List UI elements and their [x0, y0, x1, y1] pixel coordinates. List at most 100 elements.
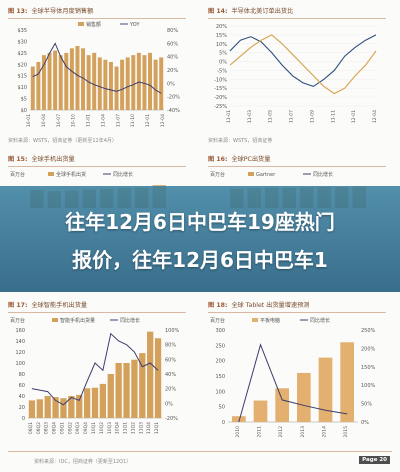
- chart-title: 图 15: 全球手机出货量: [8, 154, 186, 167]
- legend-swatch: [78, 22, 84, 26]
- x-tick-label: 2011: [257, 426, 263, 438]
- bar: [153, 59, 158, 110]
- y2-tick-label: -20%: [167, 95, 180, 101]
- y-tick-label: -15%: [214, 86, 227, 92]
- y-tick-label: $35: [17, 28, 27, 34]
- x-tick-label: 10Q3: [107, 422, 113, 434]
- legend-label: YOY: [129, 22, 140, 28]
- y-tick-label: 140: [15, 339, 25, 345]
- y-tick-label: 20%: [216, 24, 227, 30]
- y-tick-label: 15%: [216, 33, 227, 39]
- bar: [69, 48, 74, 110]
- y2-tick-label: 250%: [361, 328, 376, 334]
- bar: [232, 416, 246, 422]
- bar: [154, 338, 162, 418]
- x-tick-label: 11-04: [100, 114, 106, 127]
- y-tick-label: 150: [215, 374, 225, 380]
- chart-title: 图 17: 全球智能手机出货量: [8, 300, 186, 313]
- bar: [36, 62, 41, 110]
- y2-tick-label: 20%: [167, 68, 178, 74]
- y-tick-label: 10%: [216, 42, 227, 48]
- x-tick-label: 11-07: [289, 110, 295, 123]
- chart-title: 图 13: 全球半导体月度销售额: [8, 6, 186, 19]
- figure-title: 全球 Tablet 出货量增速预测: [231, 302, 310, 309]
- bar: [97, 57, 102, 110]
- chart-source: 资料来源：WSTS，招商证券: [208, 138, 273, 144]
- y2-tick-label: 60%: [167, 41, 178, 47]
- y-tick-label: -10%: [214, 77, 227, 83]
- y-tick-label: -25%: [214, 104, 227, 110]
- bar: [108, 62, 113, 110]
- x-tick-label: 12-04: [372, 110, 378, 123]
- y2-tick-label: 0%: [361, 420, 369, 426]
- bar: [253, 400, 268, 422]
- x-tick-label: 09Q3: [75, 422, 81, 434]
- legend-label: Gartner: [256, 172, 276, 178]
- x-tick-label: 10-01: [26, 114, 32, 127]
- figure-title: 半导体北美订单出货比: [231, 8, 294, 15]
- chart-title: 图 16: 全球PC出货量: [208, 154, 386, 167]
- bar: [147, 331, 154, 418]
- y-tick-label: -5%: [217, 68, 227, 74]
- bar: [68, 396, 75, 418]
- x-tick-label: 10-07: [56, 114, 62, 127]
- chart-panel-smartphone-shipments: 图 17: 全球智能手机出货量 百万台 智能手机出货量 同比增长 160 140 120 10…: [8, 300, 186, 438]
- bar: [64, 52, 69, 110]
- title-banner: 往年12月6日中巴车19座热门 报价，往年12月6日中巴车1: [0, 186, 400, 292]
- bar: [136, 52, 141, 110]
- y-tick-label: $20: [17, 62, 27, 68]
- y-tick-label: 200: [215, 359, 225, 365]
- bar: [297, 372, 311, 422]
- page-number: Page 20: [359, 456, 390, 464]
- chart-plot: 20% 15% 10% 5% 0% -5% -10% -15% -20% -25%11-01 11-…: [214, 24, 378, 123]
- banner-line-2: 报价，往年12月6日中巴车1: [72, 248, 328, 272]
- x-tick-label: 11Q2: [130, 422, 136, 434]
- legend-label: 同比增长: [120, 317, 140, 324]
- y-axis-label: 百万台: [210, 317, 225, 324]
- bar: [318, 357, 333, 422]
- y-tick-label: 250: [215, 343, 225, 349]
- x-tick-label: 11-11: [330, 110, 336, 123]
- x-tick-label: 11-05: [268, 110, 274, 123]
- figure-title: 全球手机出货量: [31, 156, 75, 163]
- figure-number: 图 14:: [208, 8, 228, 15]
- chart-panel-tablet-shipments: 图 18: 全球 Tablet 出货量增速预测 百万台 平板电脑 同比增长 300 250…: [208, 300, 386, 438]
- chart-panel-semiconductor-sales: 图 13: 全球半导体月度销售额 $35 $30 $25 $20 $15 $10 $5 $0 80…: [8, 6, 186, 144]
- bar: [92, 52, 97, 110]
- y-tick-label: 100: [15, 361, 25, 367]
- y2-tick-label: 100%: [361, 383, 376, 389]
- x-tick-label: 10Q4: [115, 422, 121, 434]
- bar: [41, 55, 46, 110]
- y2-tick-label: 150%: [361, 365, 376, 371]
- y2-tick-label: 40%: [165, 372, 176, 378]
- x-tick-label: 10-04: [41, 114, 47, 127]
- y2-tick-label: 50%: [361, 402, 372, 408]
- y2-tick-label: 40%: [167, 55, 178, 61]
- y-tick-label: -20%: [214, 95, 227, 101]
- x-tick-label: 2015: [343, 426, 349, 438]
- bar: [44, 396, 51, 418]
- x-tick-label: 08Q4: [52, 422, 58, 434]
- x-tick-label: 09Q1: [59, 422, 65, 434]
- y-axis-label: 百万台: [10, 171, 25, 178]
- y-tick-label: 300: [215, 328, 225, 334]
- x-tick-label: 11-10: [130, 114, 136, 127]
- x-tick-label: 11-07: [115, 114, 121, 127]
- legend-swatch: [48, 172, 54, 176]
- y2-tick-label: 60%: [165, 357, 176, 363]
- y-tick-label: 20: [19, 405, 25, 411]
- y-tick-label: 60: [19, 383, 25, 389]
- series-line: [229, 34, 377, 88]
- y-tick-label: $25: [17, 51, 27, 57]
- x-tick-label: 2012: [278, 426, 284, 438]
- x-tick-label: 11-09: [309, 110, 315, 123]
- bar: [142, 55, 147, 110]
- x-tick-label: 11-01: [86, 114, 92, 127]
- y-axis-label: 百万台: [210, 171, 225, 178]
- y-tick-label: 5%: [219, 51, 227, 57]
- bar: [86, 55, 91, 110]
- legend-label: 全球手机出货: [56, 171, 86, 178]
- y2-tick-label: -40%: [167, 108, 180, 114]
- series-line: [229, 34, 377, 95]
- x-tick-label: 09Q4: [83, 422, 89, 434]
